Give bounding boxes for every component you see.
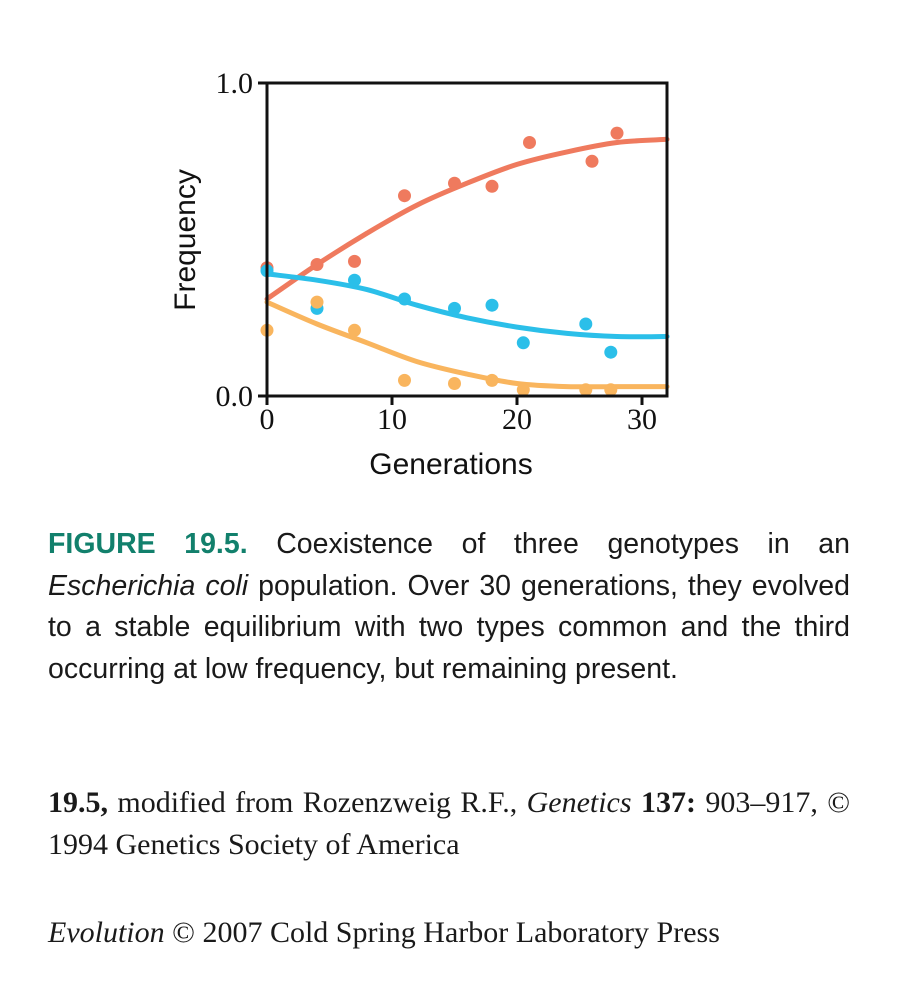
fit-curve-0 <box>264 136 670 302</box>
caption-text-2: population. Over 30 generations, they ev… <box>48 569 851 685</box>
book-title: Evolution <box>48 916 165 949</box>
figure-credit: 19.5, modified from Rozenzweig R.F., Gen… <box>48 782 850 866</box>
data-point-0-8 <box>610 126 624 140</box>
credit-text-1: modified from Rozenzweig R.F., <box>108 786 527 819</box>
data-point-0-2 <box>348 254 361 268</box>
y-tick-label-1: 1.0 <box>216 67 254 100</box>
data-point-2-7 <box>579 383 593 397</box>
data-point-2-4 <box>448 377 461 390</box>
data-point-0-1 <box>310 258 324 271</box>
data-point-1-2 <box>348 273 361 287</box>
data-point-2-2 <box>348 323 361 337</box>
data-point-0-3 <box>398 189 411 203</box>
copyright-text: © 2007 Cold Spring Harbor Laboratory Pre… <box>164 916 720 949</box>
data-point-1-5 <box>485 298 499 312</box>
figure-label: FIGURE 19.5. <box>48 528 248 560</box>
credit-number: 19.5, <box>48 786 108 819</box>
x-axis-title: Generations <box>369 448 532 481</box>
x-tick-label-0: 0 <box>260 403 275 436</box>
data-point-2-5 <box>485 373 499 387</box>
x-tick-label-3: 30 <box>627 403 657 436</box>
figure-caption: FIGURE 19.5. Coexistence of three genoty… <box>48 524 850 690</box>
data-point-0-7 <box>585 154 599 168</box>
caption-text-1: Coexistence of three genotypes in an <box>247 528 850 560</box>
data-point-2-3 <box>398 373 411 387</box>
data-point-1-8 <box>604 345 618 359</box>
frequency-chart: 0 10 20 30 0.0 1.0 Generations Frequency <box>169 67 670 481</box>
y-axis-title: Frequency <box>169 169 202 311</box>
data-point-1-4 <box>448 301 461 315</box>
axis-ticks: 0 10 20 30 0.0 1.0 <box>216 67 658 436</box>
fit-curve-1 <box>264 271 670 340</box>
data-point-0-6 <box>523 136 536 149</box>
y-tick-label-0: 0.0 <box>216 380 254 413</box>
data-point-0-5 <box>485 179 499 193</box>
data-point-2-8 <box>604 383 618 397</box>
fit-curves <box>264 136 670 390</box>
journal-name: Genetics <box>526 786 632 819</box>
credit-text-2: 903–917, © 1994 Genetics Society of Amer… <box>48 786 850 861</box>
fit-curve-2 <box>264 299 670 390</box>
x-tick-label-2: 20 <box>502 403 532 436</box>
data-point-1-7 <box>579 317 593 331</box>
data-point-1-6 <box>516 336 530 350</box>
data-point-0-4 <box>448 176 461 190</box>
species-name: Escherichia coli <box>48 569 249 602</box>
x-tick-label-1: 10 <box>377 403 407 436</box>
data-points <box>260 126 624 397</box>
data-point-2-6 <box>516 383 530 397</box>
plot-frame <box>265 81 669 398</box>
data-point-1-3 <box>398 292 411 306</box>
book-copyright: Evolution © 2007 Cold Spring Harbor Labo… <box>48 912 868 954</box>
data-point-2-1 <box>310 295 324 309</box>
journal-volume: 137: <box>631 786 696 819</box>
